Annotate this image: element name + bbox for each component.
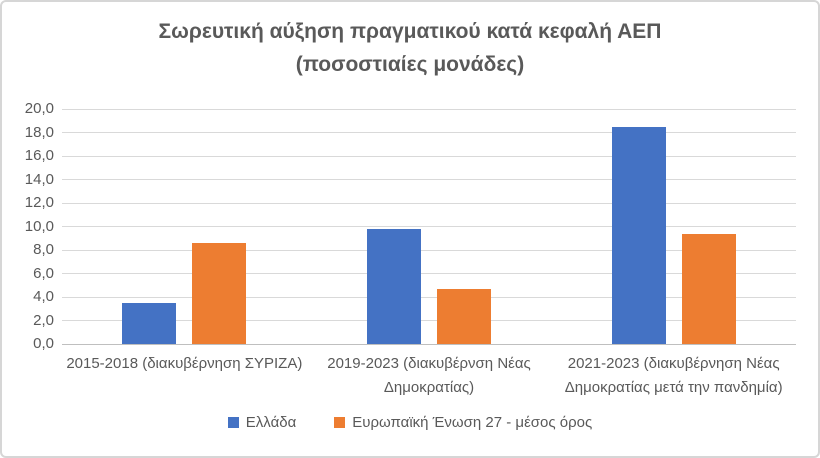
legend-item-ee27: Ευρωπαϊκή Ένωση 27 - μέσος όρος [334, 414, 592, 431]
y-tick-label: 2,0 [33, 311, 54, 329]
category-label: 2021-2023 (διακυβέρνηση Νέας Δημοκρατίας… [564, 355, 783, 396]
bar-ee27-3 [681, 233, 736, 344]
y-gridline [62, 202, 796, 204]
legend-label: Ελλάδα [245, 414, 297, 431]
y-tick-label: 0,0 [33, 335, 54, 352]
bar-ellada-3 [611, 126, 666, 344]
y-gridline [62, 296, 796, 298]
y-tick-label: 8,0 [33, 241, 54, 258]
bar-ellada-1 [122, 302, 177, 344]
bar-ee27-1 [192, 242, 247, 344]
bar-ee27-2 [437, 288, 491, 344]
y-gridline [62, 108, 796, 110]
chart-title-line2: (ποσοστιαίες μονάδες) [295, 53, 525, 76]
y-tick-label: 4,0 [33, 288, 54, 305]
legend-swatch-icon [334, 417, 346, 428]
bar-ellada-2 [367, 228, 421, 344]
y-tick-label: 20,0 [24, 100, 54, 117]
chart-title: Σωρευτική αύξηση πραγματικού κατά κεφαλή… [2, 15, 818, 81]
y-gridline [62, 179, 796, 180]
y-tick-label: 12,0 [24, 194, 54, 211]
y-tick-label: 6,0 [33, 264, 54, 282]
y-tick-label: 18,0 [24, 123, 54, 141]
chart-title-line1: Σωρευτική αύξηση πραγματικού κατά κεφαλή… [158, 20, 662, 43]
legend: Ελλάδα Ευρωπαϊκή Ένωση 27 - μέσος όρος [2, 414, 818, 431]
y-tick-label: 16,0 [24, 147, 54, 164]
legend-swatch-icon [227, 417, 239, 428]
legend-item-ellada: Ελλάδα [227, 414, 297, 431]
y-tick-label: 14,0 [24, 170, 54, 188]
y-gridline [62, 155, 796, 157]
y-gridline [62, 320, 796, 321]
y-gridline [62, 249, 796, 251]
category-label: 2019-2023 (διακυβέρνση Νέας Δημοκρατίας) [327, 355, 531, 396]
y-gridline [62, 273, 796, 274]
y-tick-label: 10,0 [24, 217, 54, 235]
x-axis-line [62, 343, 796, 345]
legend-label: Ευρωπαϊκή Ένωση 27 - μέσος όρος [352, 414, 593, 431]
y-gridline [62, 132, 796, 133]
category-label: 2015-2018 (διακυβέρνηση ΣΥΡΙΖΑ) [66, 355, 303, 372]
y-gridline [62, 226, 796, 227]
